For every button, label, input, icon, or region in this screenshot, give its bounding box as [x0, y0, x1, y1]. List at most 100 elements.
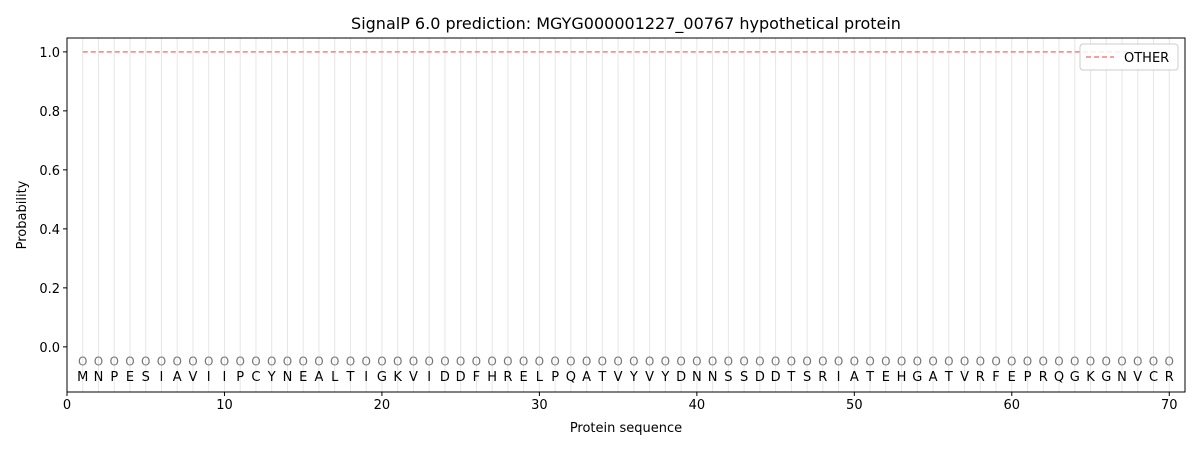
- region-label: O: [629, 355, 638, 369]
- residue-label: P: [236, 370, 244, 385]
- region-label: O: [1023, 355, 1032, 369]
- region-label: O: [928, 355, 937, 369]
- region-label: O: [1070, 355, 1079, 369]
- region-label: O: [1086, 355, 1095, 369]
- region-label: O: [283, 355, 292, 369]
- residue-label: H: [487, 370, 497, 385]
- region-label: O: [645, 355, 654, 369]
- residue-label: I: [427, 370, 431, 385]
- residue-label: T: [345, 370, 354, 385]
- region-label: O: [881, 355, 890, 369]
- region-label: O: [724, 355, 733, 369]
- residue-label: L: [331, 370, 339, 385]
- residue-label: Q: [566, 370, 576, 385]
- region-label: O: [1102, 355, 1111, 369]
- region-label: O: [913, 355, 922, 369]
- residue-label: K: [393, 370, 402, 385]
- chart-title: SignalP 6.0 prediction: MGYG000001227_00…: [351, 14, 901, 34]
- region-label: O: [220, 355, 229, 369]
- legend: OTHER: [1079, 43, 1179, 71]
- y-tick-label: 1.0: [39, 46, 60, 61]
- region-label: O: [1039, 355, 1048, 369]
- plot-frame: [66, 37, 1186, 393]
- y-tick-label: 0.2: [39, 282, 60, 297]
- region-label: O: [157, 355, 166, 369]
- residue-label: I: [837, 370, 841, 385]
- region-label: O: [314, 355, 323, 369]
- region-label: O: [1007, 355, 1016, 369]
- region-label: O: [424, 355, 433, 369]
- region-label: O: [141, 355, 150, 369]
- residue-label: C: [1149, 370, 1158, 385]
- residue-label: N: [94, 370, 104, 385]
- residue-label: E: [882, 370, 890, 385]
- residue-label: A: [314, 370, 323, 385]
- region-label: O: [440, 355, 449, 369]
- residue-label: T: [944, 370, 953, 385]
- residue-label: A: [173, 370, 182, 385]
- residue-label: S: [142, 370, 150, 385]
- residue-label: N: [692, 370, 702, 385]
- residue-label: S: [803, 370, 811, 385]
- y-tick-label: 0.6: [39, 164, 60, 179]
- residue-label: V: [409, 370, 418, 385]
- region-label: O: [267, 355, 276, 369]
- region-label: O: [519, 355, 528, 369]
- region-label: O: [944, 355, 953, 369]
- residue-label: V: [960, 370, 969, 385]
- region-label: O: [346, 355, 355, 369]
- residue-label: A: [929, 370, 938, 385]
- region-label: O: [535, 355, 544, 369]
- x-axis-label: Protein sequence: [570, 421, 682, 436]
- residue-label: A: [582, 370, 591, 385]
- residue-label: I: [223, 370, 227, 385]
- x-tick-label: 40: [689, 398, 706, 413]
- x-tick-label: 60: [1004, 398, 1021, 413]
- residue-label: D: [456, 370, 466, 385]
- region-label: O: [393, 355, 402, 369]
- residue-label: T: [865, 370, 874, 385]
- residue-label: E: [126, 370, 134, 385]
- region-label: O: [818, 355, 827, 369]
- residue-label: E: [520, 370, 528, 385]
- residue-label: F: [992, 370, 999, 385]
- region-label: O: [692, 355, 701, 369]
- residue-label: I: [364, 370, 368, 385]
- region-label: O: [125, 355, 134, 369]
- region-label: O: [251, 355, 260, 369]
- legend-other-label: OTHER: [1124, 51, 1169, 66]
- residue-label: K: [1086, 370, 1095, 385]
- residue-label: P: [110, 370, 118, 385]
- region-label: O: [960, 355, 969, 369]
- y-axis-label: Probability: [15, 180, 30, 249]
- residue-label: R: [1039, 370, 1048, 385]
- region-label: O: [1054, 355, 1063, 369]
- residue-label: V: [1133, 370, 1142, 385]
- residue-label: S: [740, 370, 748, 385]
- residue-label: G: [1101, 370, 1111, 385]
- region-label: O: [613, 355, 622, 369]
- residue-label: D: [676, 370, 686, 385]
- residue-label: T: [597, 370, 606, 385]
- region-label: O: [834, 355, 843, 369]
- residue-label: N: [1117, 370, 1127, 385]
- region-label: O: [110, 355, 119, 369]
- region-label: O: [188, 355, 197, 369]
- residue-label: D: [771, 370, 781, 385]
- residue-label: G: [912, 370, 922, 385]
- region-label: O: [850, 355, 859, 369]
- residue-label: R: [1165, 370, 1174, 385]
- region-label: O: [472, 355, 481, 369]
- region-label: O: [503, 355, 512, 369]
- x-tick-label: 0: [63, 398, 71, 413]
- region-label: O: [661, 355, 670, 369]
- x-tick-label: 30: [531, 398, 548, 413]
- region-label: O: [976, 355, 985, 369]
- residue-label: A: [850, 370, 859, 385]
- region-label: O: [708, 355, 717, 369]
- region-label: O: [582, 355, 591, 369]
- residue-label: R: [503, 370, 512, 385]
- x-tick-label: 20: [374, 398, 391, 413]
- residue-label: C: [251, 370, 260, 385]
- region-label: O: [172, 355, 181, 369]
